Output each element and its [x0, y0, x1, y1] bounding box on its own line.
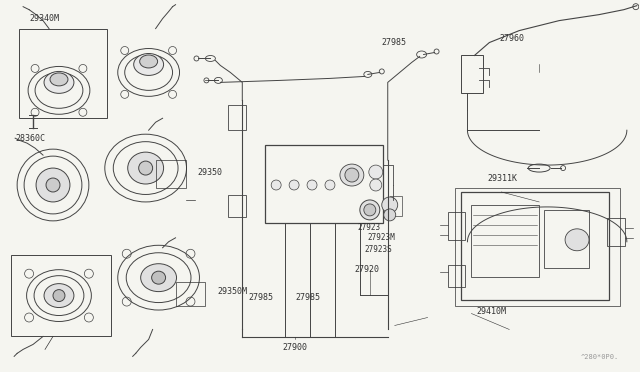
Bar	[156, 160, 186, 188]
Ellipse shape	[134, 54, 164, 76]
Text: 29350M: 29350M	[218, 287, 248, 296]
Bar	[461, 192, 609, 299]
Ellipse shape	[44, 71, 74, 93]
Text: 29311K: 29311K	[488, 173, 517, 183]
Bar	[461, 55, 483, 93]
Text: 27985: 27985	[248, 293, 273, 302]
Ellipse shape	[307, 180, 317, 190]
Bar	[19, 29, 107, 118]
Ellipse shape	[140, 55, 157, 68]
Text: 29350: 29350	[198, 167, 223, 177]
Ellipse shape	[139, 161, 152, 175]
Text: ^280*0P0.: ^280*0P0.	[580, 355, 619, 360]
Ellipse shape	[340, 164, 364, 186]
Ellipse shape	[152, 271, 166, 284]
Bar	[456, 188, 620, 305]
Bar	[265, 145, 383, 223]
Text: 27900: 27900	[283, 343, 308, 352]
Ellipse shape	[44, 283, 74, 308]
Bar	[228, 195, 246, 217]
Ellipse shape	[364, 204, 376, 216]
Text: 27923S: 27923S	[365, 245, 392, 254]
Text: 27923M: 27923M	[368, 233, 396, 242]
Text: 27923: 27923	[358, 223, 381, 232]
Ellipse shape	[141, 264, 177, 292]
Ellipse shape	[360, 200, 380, 220]
Ellipse shape	[345, 168, 359, 182]
Text: 29340M: 29340M	[29, 14, 59, 23]
Text: 27985: 27985	[295, 293, 320, 302]
Text: 28360C: 28360C	[15, 134, 45, 143]
Ellipse shape	[50, 73, 68, 86]
Ellipse shape	[325, 180, 335, 190]
Bar	[607, 218, 625, 246]
Text: 27985: 27985	[382, 38, 407, 47]
Bar	[544, 210, 589, 268]
Ellipse shape	[128, 152, 164, 184]
Bar	[390, 196, 402, 216]
Ellipse shape	[271, 180, 281, 190]
Bar	[175, 282, 205, 305]
Bar	[447, 265, 465, 286]
Bar	[447, 212, 465, 240]
Ellipse shape	[53, 290, 65, 302]
Ellipse shape	[369, 165, 383, 179]
Ellipse shape	[382, 197, 397, 213]
Ellipse shape	[370, 179, 382, 191]
Ellipse shape	[46, 178, 60, 192]
Ellipse shape	[384, 209, 396, 221]
Ellipse shape	[565, 229, 589, 251]
Text: 29410M: 29410M	[476, 307, 506, 316]
Bar	[472, 205, 539, 277]
Text: 27960: 27960	[499, 34, 524, 43]
Ellipse shape	[36, 168, 70, 202]
Bar	[11, 255, 111, 336]
Text: 27920: 27920	[355, 265, 380, 274]
Ellipse shape	[289, 180, 299, 190]
Bar	[228, 105, 246, 130]
